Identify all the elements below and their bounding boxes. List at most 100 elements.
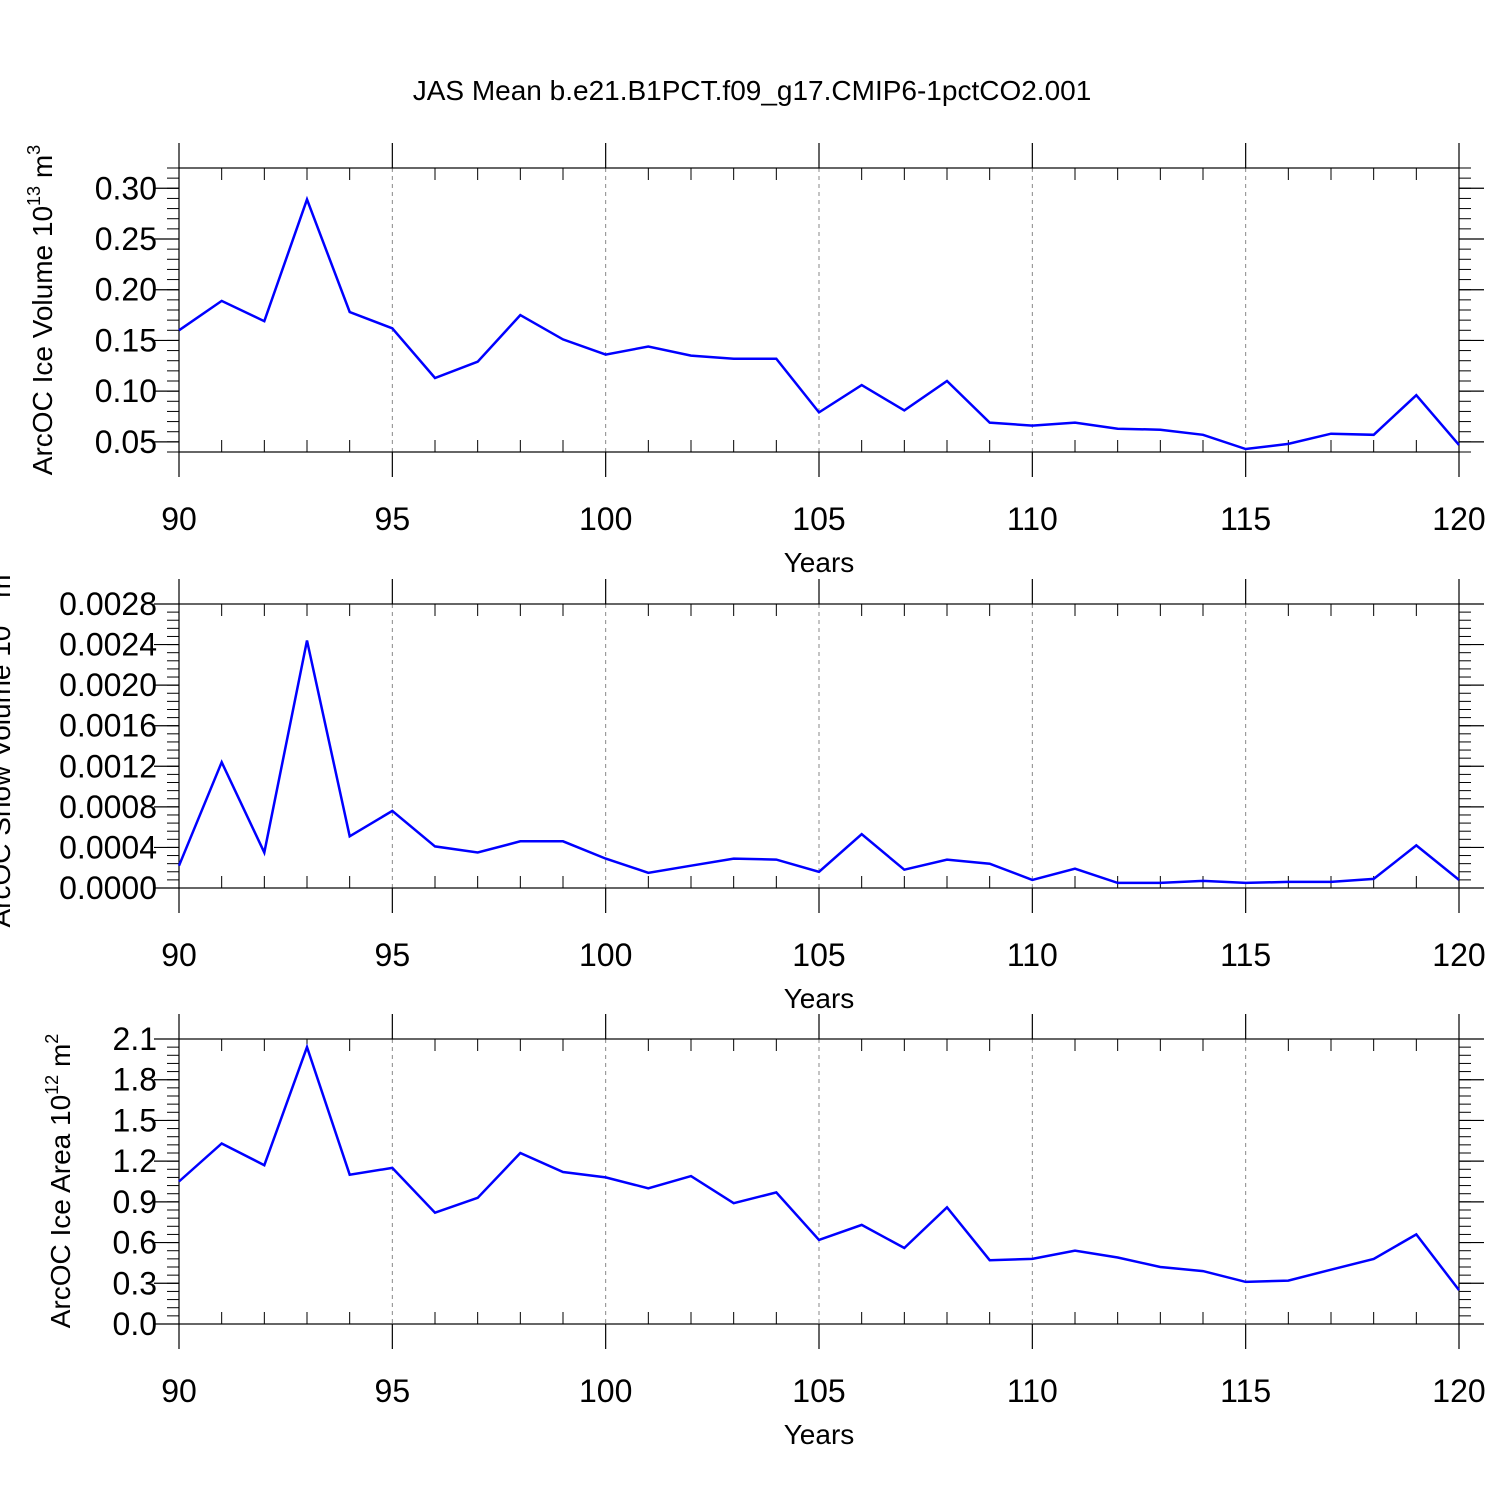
y-tick-label: 1.5 (113, 1102, 157, 1138)
x-tick-label: 90 (161, 937, 197, 973)
data-point (390, 809, 394, 813)
data-point (390, 326, 394, 330)
data-point (518, 1151, 522, 1155)
data-point (1414, 843, 1418, 847)
data-point (689, 354, 693, 358)
data-point (1116, 881, 1120, 885)
data-point (988, 1258, 992, 1262)
data-point (817, 410, 821, 414)
data-point (988, 421, 992, 425)
data-point (1073, 867, 1077, 871)
data-point (1030, 878, 1034, 882)
data-point (220, 760, 224, 764)
data-point (1457, 1288, 1461, 1292)
y-tick-label: 0.10 (95, 373, 157, 409)
data-point (1372, 1257, 1376, 1261)
x-tick-label: 110 (1007, 937, 1058, 973)
y-tick-label: 0.0004 (59, 829, 157, 865)
y-tick-label: 0.0024 (59, 627, 157, 663)
data-point (1073, 1249, 1077, 1253)
data-point (262, 319, 266, 323)
y-tick-label: 0.0012 (59, 748, 157, 784)
data-point (433, 376, 437, 380)
data-point (817, 870, 821, 874)
x-tick-label: 95 (375, 501, 411, 537)
x-tick-label: 110 (1007, 501, 1058, 537)
data-point (220, 1142, 224, 1146)
data-point (1116, 1256, 1120, 1260)
x-tick-label: 100 (579, 937, 632, 973)
data-point (1244, 447, 1248, 451)
y-tick-label: 0.0020 (59, 667, 157, 703)
y-tick-label: 0.15 (95, 322, 157, 358)
data-point (1244, 1280, 1248, 1284)
data-point (1372, 877, 1376, 881)
data-point (1372, 433, 1376, 437)
data-point (1244, 881, 1248, 885)
x-tick-label: 95 (375, 937, 411, 973)
y-tick-label: 0.3 (113, 1265, 157, 1301)
data-point (1030, 1257, 1034, 1261)
data-point (177, 1180, 181, 1184)
data-point (945, 858, 949, 862)
data-point (860, 1223, 864, 1227)
data-point (1457, 443, 1461, 447)
x-tick-label: 120 (1432, 501, 1485, 537)
data-point (177, 328, 181, 332)
data-point (689, 1174, 693, 1178)
data-point (433, 844, 437, 848)
y-tick-label: 0.9 (113, 1184, 157, 1220)
data-point (305, 197, 309, 201)
data-point (1414, 393, 1418, 397)
data-point (476, 360, 480, 364)
data-point (177, 864, 181, 868)
data-point (604, 857, 608, 861)
data-point (476, 851, 480, 855)
data-point (1201, 433, 1205, 437)
series-line (178, 1043, 1460, 1291)
data-point (1329, 432, 1333, 436)
y-axis-label: ArcOC Ice Volume 1013 m3 (24, 145, 58, 475)
data-point (732, 1201, 736, 1205)
chart-panel-1: 90 95 100 105 110 115 120 0.05 0.10 0.15 0.20 0.25 0… (24, 143, 1486, 578)
data-point (262, 1163, 266, 1167)
x-tick-label: 110 (1007, 1373, 1058, 1409)
data-point (988, 862, 992, 866)
data-point (1158, 428, 1162, 432)
data-point (902, 1246, 906, 1250)
data-point (1158, 881, 1162, 885)
x-tick-label: 105 (792, 1373, 845, 1409)
data-point (774, 858, 778, 862)
x-tick-label: 95 (375, 1373, 411, 1409)
x-tick-label: 120 (1432, 1373, 1485, 1409)
y-tick-label: 0.05 (95, 424, 157, 460)
data-point (732, 357, 736, 361)
x-axis-label: Years (784, 1419, 855, 1450)
x-tick-label: 90 (161, 1373, 197, 1409)
y-tick-label: 0.0016 (59, 708, 157, 744)
data-point (860, 383, 864, 387)
series-line (178, 195, 1460, 451)
x-tick-label: 115 (1220, 1373, 1271, 1409)
data-point (732, 857, 736, 861)
y-axis-label: ArcOC Snow Volume 1013 m3 (0, 564, 16, 927)
x-tick-label: 100 (579, 1373, 632, 1409)
data-point (561, 337, 565, 341)
data-point (945, 1205, 949, 1209)
x-tick-label: 115 (1220, 501, 1271, 537)
data-point (305, 639, 309, 643)
x-tick-label: 100 (579, 501, 632, 537)
y-tick-label: 0.0 (113, 1306, 157, 1342)
data-point (1201, 1269, 1205, 1273)
panels: 90 95 100 105 110 115 120 0.05 0.10 0.15 0.20 0.25 0… (0, 143, 1486, 1450)
data-point (348, 1173, 352, 1177)
x-tick-label: 120 (1432, 937, 1485, 973)
chart-panel-3: 90 95 100 105 110 115 120 0.0 0.3 0.6 0.9 1.2 1.5 1.8… (42, 1014, 1486, 1450)
data-point (348, 834, 352, 838)
series-line (177, 640, 1460, 885)
data-point (1073, 421, 1077, 425)
data-point (1201, 879, 1205, 883)
data-point (1158, 1265, 1162, 1269)
x-axis-label: Years (784, 547, 855, 578)
